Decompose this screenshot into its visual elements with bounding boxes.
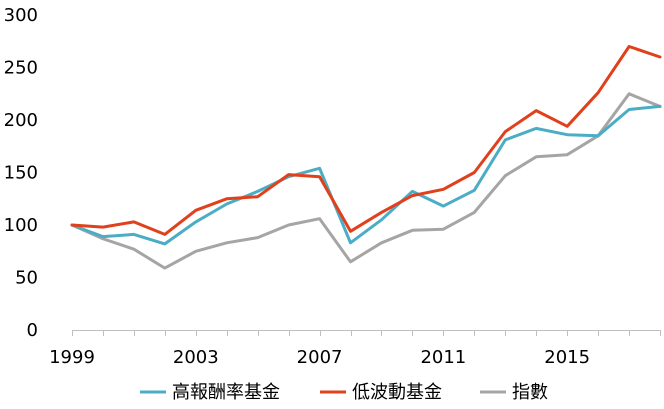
series-line-2 bbox=[70, 92, 662, 270]
y-tick-label: 0 bbox=[27, 320, 38, 341]
x-tick-label: 2011 bbox=[420, 347, 466, 368]
series-lines bbox=[70, 45, 662, 270]
y-tick-label: 100 bbox=[4, 215, 38, 236]
legend-label-1: 低波動基金 bbox=[352, 382, 442, 403]
x-tick-label: 1999 bbox=[49, 347, 95, 368]
y-tick-label: 200 bbox=[4, 110, 38, 131]
x-axis: 1999 2003 2007 2011 2015 bbox=[49, 330, 661, 368]
x-tick-label: 2003 bbox=[173, 347, 219, 368]
series-line-1 bbox=[70, 45, 662, 236]
y-tick-label: 50 bbox=[15, 268, 38, 289]
y-axis: 0 50 100 150 200 250 300 bbox=[4, 5, 38, 341]
y-tick-label: 250 bbox=[4, 58, 38, 79]
series-line-0 bbox=[70, 104, 662, 246]
x-tick-label: 2007 bbox=[297, 347, 343, 368]
legend: 高報酬率基金 低波動基金 指數 bbox=[140, 382, 548, 403]
x-tick-label: 2015 bbox=[544, 347, 590, 368]
y-tick-label: 150 bbox=[4, 163, 38, 184]
y-tick-label: 300 bbox=[4, 5, 38, 26]
legend-label-2: 指數 bbox=[512, 382, 548, 403]
legend-label-0: 高報酬率基金 bbox=[172, 382, 280, 403]
